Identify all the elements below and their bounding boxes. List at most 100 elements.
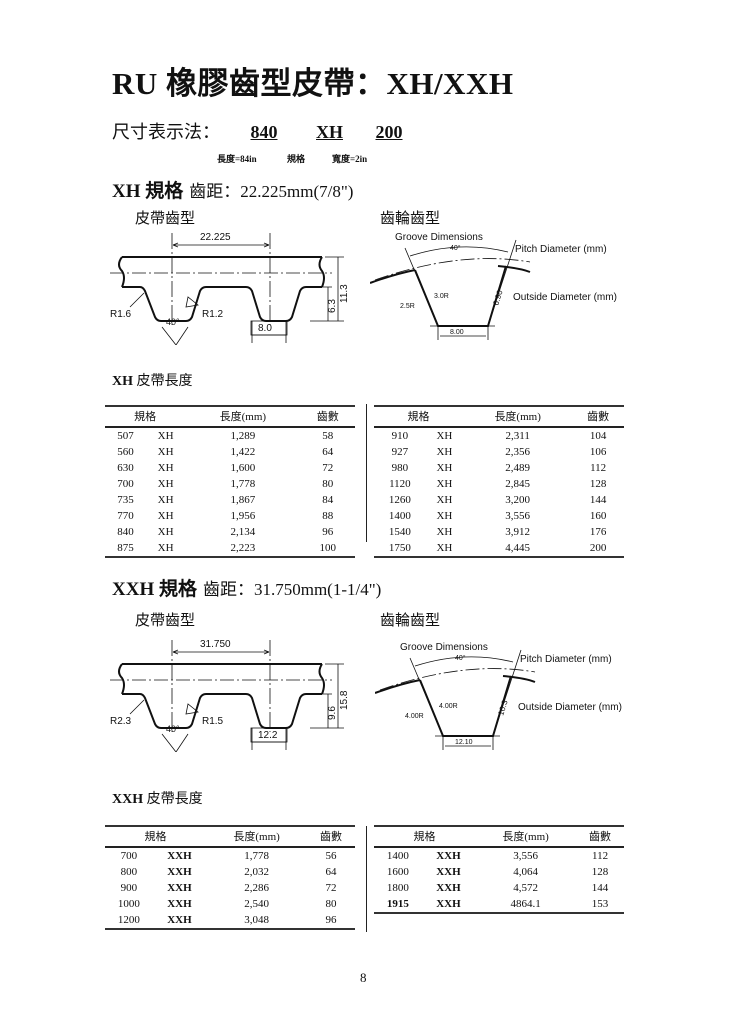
belt-type: XH — [157, 462, 174, 474]
table-header-row: 規格 長度(mm) 齒數 — [105, 406, 355, 428]
belt-type: XXH — [167, 898, 192, 910]
belt-type: XH — [157, 510, 174, 522]
groove-outline — [419, 675, 512, 737]
outside-diameter-label: Outside Diameter (mm) — [518, 702, 622, 713]
tooth-count: 58 — [322, 430, 334, 442]
tooth-count: 96 — [322, 526, 334, 538]
table-row: 700 XXH 1,778 56 — [105, 847, 355, 864]
belt-size: 910 — [391, 430, 409, 442]
groove-width: 8.00 — [450, 329, 464, 336]
belt-size: 1915 — [386, 898, 409, 910]
table-row: 507 XH 1,289 58 — [105, 427, 355, 444]
notation-length-desc: 長度=84in — [217, 154, 257, 164]
page-title: RU 橡膠齒型皮帶：XH/XXH — [112, 66, 514, 101]
height-dimension-lines — [310, 256, 344, 322]
groove-dimensions-title: Groove Dimensions — [400, 642, 488, 653]
belt-type: XH — [436, 446, 453, 458]
xh-length-table-right: 規格 長度(mm) 齒數 910 XH 2,311 104 927 XH 2,356 106 980 X… — [374, 405, 624, 558]
table-row: 927 XH 2,356 106 — [374, 444, 624, 460]
column-header-spec: 規格 — [105, 826, 207, 848]
column-header-teeth: 齒數 — [576, 826, 624, 848]
belt-tooth-angle: 40° — [166, 724, 180, 734]
tooth-count: 106 — [589, 446, 607, 458]
belt-tooth-height-value: 6.3 — [327, 299, 338, 313]
belt-left-radius: R1.6 — [110, 309, 132, 320]
tooth-count: 112 — [592, 850, 609, 862]
groove-dimension-lines — [409, 649, 522, 750]
tooth-width-box — [250, 320, 288, 336]
notation-type-code: XH — [316, 122, 343, 142]
belt-type: XH — [157, 478, 174, 490]
belt-size: 1200 — [117, 914, 140, 926]
belt-length: 2,311 — [505, 430, 530, 442]
belt-type: XH — [157, 494, 174, 506]
belt-tooth-width-value: 12.2 — [258, 730, 278, 741]
belt-length: 2,540 — [244, 898, 269, 910]
table-row: 1600 XXH 4,064 128 — [374, 864, 624, 880]
table-row: 875 XH 2,223 100 — [105, 540, 355, 557]
belt-length: 2,223 — [230, 542, 256, 554]
column-header-teeth: 齒數 — [300, 406, 355, 428]
belt-total-height-value: 11.3 — [339, 284, 350, 303]
xh-belt-profile-label: 皮帶齒型 — [135, 211, 196, 227]
groove-dimension-lines — [404, 239, 517, 340]
table-row: 1120 XH 2,845 128 — [374, 476, 624, 492]
tooth-count: 100 — [319, 542, 336, 554]
column-header-teeth: 齒數 — [307, 826, 355, 848]
notation-width-desc: 寬度=2in — [332, 154, 368, 164]
column-header-length: 長度(mm) — [475, 826, 577, 848]
notation-length-code: 840 — [250, 122, 278, 142]
xxh-belt-profile-label: 皮帶齒型 — [135, 613, 196, 629]
belt-length: 1,778 — [244, 850, 269, 862]
xxh-length-table-left: 規格 長度(mm) 齒數 700 XXH 1,778 56 800 XXH 2,032 64 900 X… — [105, 825, 355, 930]
table-row: 1750 XH 4,445 200 — [374, 540, 624, 557]
xh-belt-profile-diagram: 22.225 11.36.3 8.0 R1.6 R1.2 40° — [110, 232, 350, 345]
tooth-count: 128 — [591, 866, 609, 878]
xxh-section-heading: XXH 規格 齒距：31.750mm(1-1/4") — [112, 574, 381, 601]
table-row: 1400 XXH 3,556 112 — [374, 847, 624, 864]
pitch-dimension-arrow — [172, 242, 270, 248]
belt-size: 700 — [120, 850, 138, 862]
belt-length: 4,064 — [513, 866, 538, 878]
belt-size: 900 — [120, 882, 138, 894]
belt-length: 3,048 — [244, 914, 269, 926]
belt-size: 840 — [117, 526, 134, 538]
table-row: 1800 XXH 4,572 144 — [374, 880, 624, 896]
tooth-count: 144 — [591, 882, 609, 894]
table-row: 735 XH 1,867 84 — [105, 492, 355, 508]
belt-length: 3,912 — [505, 526, 531, 538]
tooth-count: 200 — [589, 542, 607, 554]
belt-length: 3,556 — [505, 510, 531, 522]
column-header-length: 長度(mm) — [463, 406, 573, 428]
belt-outline — [118, 256, 325, 322]
outside-diameter-label: Outside Diameter (mm) — [513, 292, 617, 303]
tooth-count: 64 — [322, 446, 334, 458]
size-notation: 尺寸表示法： 840 XH 200 — [112, 118, 403, 144]
notation-type-desc: 規格 — [287, 154, 306, 164]
xh-length-table-left: 規格 長度(mm) 齒數 507 XH 1,289 58 560 XH 1,422 64 630 XH 1… — [105, 405, 355, 558]
radius-leaders — [129, 292, 199, 345]
table-row: 560 XH 1,422 64 — [105, 444, 355, 460]
belt-size: 1000 — [117, 898, 140, 910]
table-row: 910 XH 2,311 104 — [374, 427, 624, 444]
pitch-diameter-label: Pitch Diameter (mm) — [515, 244, 607, 255]
belt-length: 1,778 — [230, 478, 256, 490]
table-row: 1260 XH 3,200 144 — [374, 492, 624, 508]
groove-dimensions-title: Groove Dimensions — [395, 232, 483, 243]
notation-label: 尺寸表示法： — [112, 122, 220, 142]
column-header-length: 長度(mm) — [185, 406, 301, 428]
belt-type: XXH — [167, 866, 192, 878]
xxh-heading-type: XXH 規格 — [112, 579, 197, 600]
belt-type: XXH — [436, 882, 461, 894]
tooth-count: 160 — [589, 510, 607, 522]
groove-depth: 10.3 — [496, 699, 510, 717]
tooth-count: 96 — [325, 914, 337, 926]
belt-size: 560 — [117, 446, 134, 458]
groove-inner-radius: 4.00R — [439, 703, 458, 710]
belt-pitch-value: 22.225 — [200, 232, 231, 243]
belt-type: XXH — [167, 850, 192, 862]
belt-left-radius: R2.3 — [110, 716, 132, 727]
tooth-count: 153 — [591, 898, 609, 910]
belt-length: 4864.1 — [510, 898, 541, 910]
